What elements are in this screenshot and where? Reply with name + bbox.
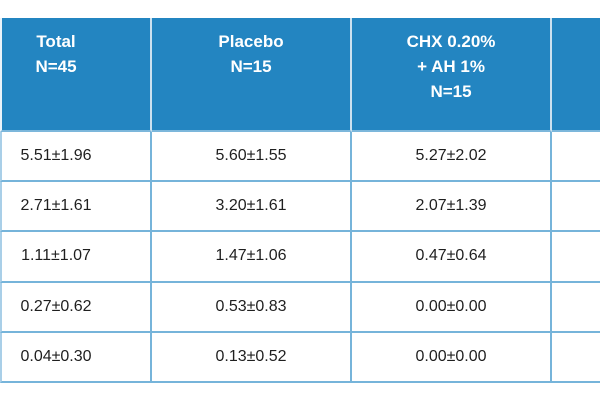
data-cell: 1.11±1.07 xyxy=(0,232,152,283)
header-cell-cropped xyxy=(552,18,600,132)
data-cell: 2.71±1.61 xyxy=(0,182,152,233)
data-cell: 0.27±0.62 xyxy=(0,282,152,333)
data-cell: 0.00±0.00 xyxy=(352,332,552,383)
data-cell: 5.60±1.55 xyxy=(152,132,352,183)
data-cell: 0.53±0.83 xyxy=(152,282,352,333)
header-cell-placebo: Placebo N=15 xyxy=(152,18,352,132)
data-cell-cropped xyxy=(552,182,600,233)
data-cell-cropped xyxy=(552,232,600,283)
header-cell-total: Total N=45 xyxy=(0,18,152,132)
data-cell-cropped xyxy=(552,282,600,333)
results-table: Total N=45 Placebo N=15 CHX 0.20% + AH 1… xyxy=(0,18,600,383)
data-cell: 5.51±1.96 xyxy=(0,132,152,183)
data-cell: 3.20±1.61 xyxy=(152,182,352,233)
data-cell-cropped xyxy=(552,332,600,383)
data-cell: 0.04±0.30 xyxy=(0,332,152,383)
header-cell-chx: CHX 0.20% + AH 1% N=15 xyxy=(352,18,552,132)
data-cell: 2.07±1.39 xyxy=(352,182,552,233)
data-cell: 0.13±0.52 xyxy=(152,332,352,383)
data-cell: 1.47±1.06 xyxy=(152,232,352,283)
data-cell: 5.27±2.02 xyxy=(352,132,552,183)
data-cell: 0.00±0.00 xyxy=(352,282,552,333)
data-cell-cropped xyxy=(552,132,600,183)
data-cell: 0.47±0.64 xyxy=(352,232,552,283)
